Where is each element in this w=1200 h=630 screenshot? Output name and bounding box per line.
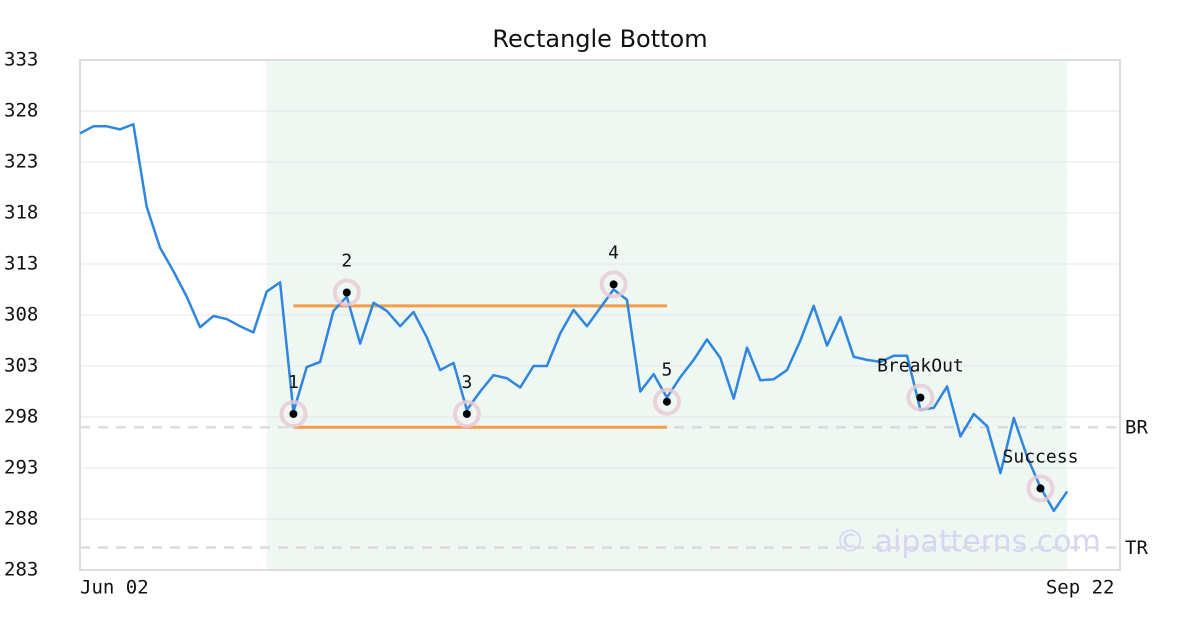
point-label: 4 <box>608 242 619 263</box>
point-label: 1 <box>288 372 299 393</box>
point-label: 2 <box>341 251 352 272</box>
point-dot <box>1036 484 1045 493</box>
point-halo <box>452 399 481 428</box>
price-line <box>79 123 1069 513</box>
watermark: © aipatterns.com <box>835 525 1101 560</box>
y-tick-label: 318 <box>4 202 38 224</box>
x-tick-label: Sep 22 <box>1046 577 1115 599</box>
x-tick-label: Jun 02 <box>80 577 149 599</box>
point-label: Success <box>1003 446 1079 467</box>
y-tick-label: 313 <box>4 253 38 275</box>
point-dot <box>462 409 471 418</box>
plot-frame <box>79 59 1121 571</box>
point-halo <box>1026 474 1055 503</box>
y-tick-label: 308 <box>4 304 38 326</box>
y-tick-label: 303 <box>4 355 38 377</box>
point-dot <box>662 397 671 406</box>
y-tick-label: 293 <box>4 457 38 479</box>
point-halo <box>652 387 681 416</box>
reference-label: BR <box>1125 417 1148 439</box>
point-label: 5 <box>662 360 673 381</box>
point-dot <box>916 393 925 402</box>
point-label: 3 <box>461 372 472 393</box>
y-tick-label: 288 <box>4 508 38 530</box>
point-dot <box>609 280 618 289</box>
chart-title: Rectangle Bottom <box>492 25 707 53</box>
point-halo <box>906 383 935 412</box>
point-dot <box>289 409 298 418</box>
y-tick-label: 283 <box>4 559 38 581</box>
y-tick-label: 323 <box>4 151 38 173</box>
point-halo <box>599 270 628 299</box>
point-halo <box>332 278 361 307</box>
y-tick-label: 333 <box>4 49 38 71</box>
point-dot <box>342 288 351 297</box>
y-tick-label: 328 <box>4 100 38 122</box>
reference-label: TR <box>1125 537 1148 559</box>
y-tick-label: 298 <box>4 406 38 428</box>
point-label: BreakOut <box>877 356 964 377</box>
point-halo <box>279 399 308 428</box>
